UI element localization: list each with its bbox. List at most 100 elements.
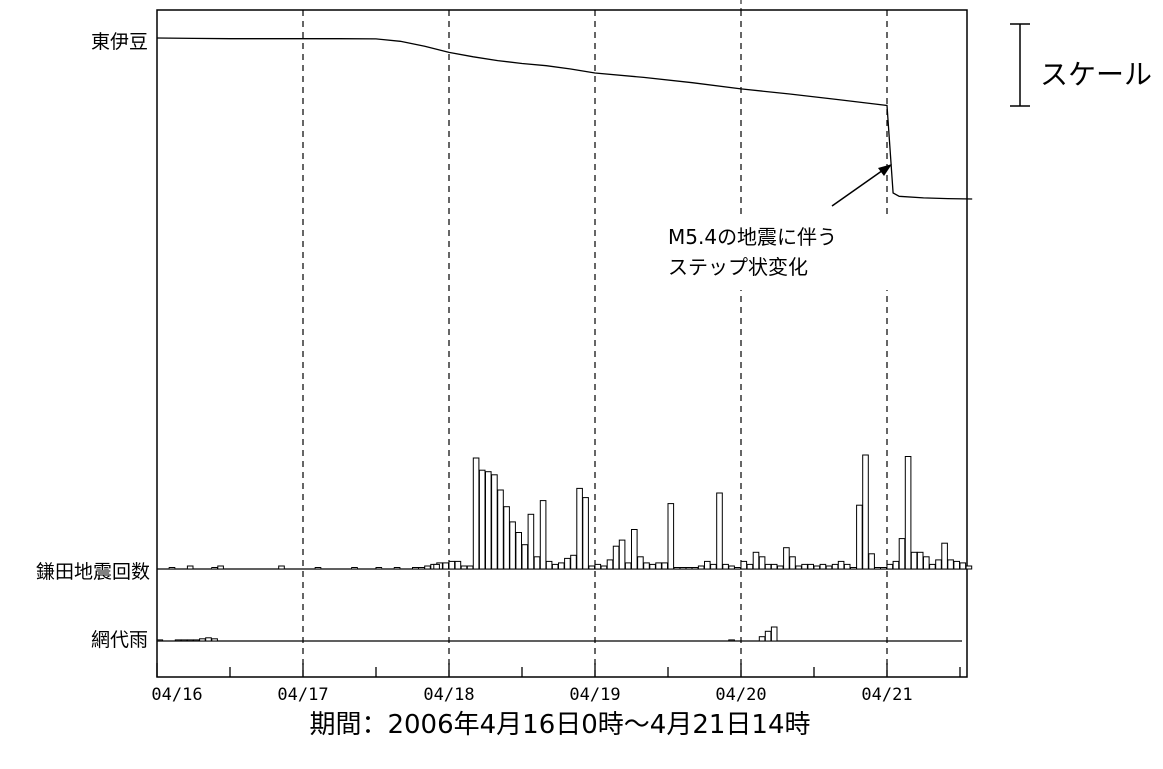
quake-bar [886,563,894,570]
quake-bar [521,544,529,570]
quake-bar [880,567,888,570]
quake-bar [424,565,431,570]
quake-bar [497,489,504,570]
rain-bar [211,638,218,642]
x-tick-label: 04/17 [277,685,328,705]
quake-bar [588,565,596,570]
quake-bar [460,565,468,570]
quake-bar [211,567,218,570]
quake-bar [770,563,778,570]
x-axis-tick-labels: 04/16 04/17 04/18 04/19 04/20 04/21 [151,685,912,705]
quake-bar [819,563,827,570]
rain-bar [764,630,772,642]
rain-bar [199,638,206,642]
panel-label-kamata-quakes: 鎌田地震回数 [36,561,150,583]
quake-bar [278,565,285,570]
quake-bar [314,567,322,570]
quake-bar [478,469,486,570]
quake-bar [393,567,401,570]
quake-bar [168,567,176,570]
quake-bar [612,545,620,570]
quake-bar [539,500,547,570]
quake-bar [795,565,802,570]
quake-bar [643,562,650,570]
quake-bar [509,521,516,570]
scale-label: スケール [1040,58,1152,91]
quake-bar [746,563,754,570]
panel-label-ajiro-rain: 網代雨 [91,629,148,651]
quake-bar [898,538,906,570]
day-grid-lines [302,0,888,677]
quake-bar [923,556,930,570]
quake-bar [606,559,614,570]
x-tick-label: 04/19 [569,685,620,705]
quake-bar [740,560,748,570]
quake-bar [868,553,875,570]
quake-bar [351,567,358,570]
quake-bar [825,565,833,570]
quake-bar [935,559,942,570]
quake-bar [624,562,632,570]
quake-bar [600,565,608,570]
annotation-box [660,218,896,290]
quake-bar [697,565,705,570]
quake-bar [454,560,462,570]
quake-bar [673,567,681,570]
rain-bars [156,626,778,642]
higashi-izu-strain-line [156,37,973,200]
quake-bar [892,560,900,570]
quake-bar [491,474,498,570]
quake-bar [442,562,449,570]
quake-bar [916,551,924,570]
quake-bar [433,563,440,570]
quake-bar [837,560,845,570]
quake-bar [856,504,863,570]
quake-bar [551,563,559,570]
quake-bar [448,560,456,570]
quake-bar [217,565,224,570]
quake-bar [959,562,967,570]
quake-bar [752,551,760,570]
quake-bar [418,567,425,570]
quake-bar [874,567,881,570]
x-tick-label: 04/18 [423,685,474,705]
annotation-arrowhead [878,164,892,176]
quake-bar [801,563,808,570]
quake-bar [649,563,656,570]
quake-bar [691,567,699,570]
quake-bar [807,563,815,570]
quake-bar [831,563,839,570]
rain-bar [758,636,766,642]
quake-bar [667,503,675,570]
quake-bar [515,532,523,570]
quake-bar [728,565,735,570]
quake-bar [576,487,583,570]
quake-bar [472,457,480,570]
quake-bar [485,471,492,570]
quake-bar [850,567,857,570]
annotation-arrow [831,167,887,207]
quake-bar [375,567,383,570]
rain-bar [193,639,200,642]
quake-bar [929,563,936,570]
rain-bar [728,639,735,642]
quake-bar [637,556,644,570]
quake-bar [503,506,510,570]
x-tick-label: 04/21 [861,685,912,705]
quake-bar [655,562,662,570]
x-tick-label: 04/16 [151,685,202,705]
quake-bar [777,565,784,570]
x-tick-label: 04/20 [715,685,766,705]
quake-bar [716,492,723,570]
quake-bar [722,563,729,570]
quake-bar [685,567,693,570]
quake-bar [910,551,918,570]
quake-bar [618,539,626,570]
quake-bar [783,547,790,570]
quake-bar [412,567,419,570]
quake-bar [862,454,869,570]
quake-bar [558,562,565,570]
quake-bar [545,560,553,570]
plot-frame [156,9,968,678]
